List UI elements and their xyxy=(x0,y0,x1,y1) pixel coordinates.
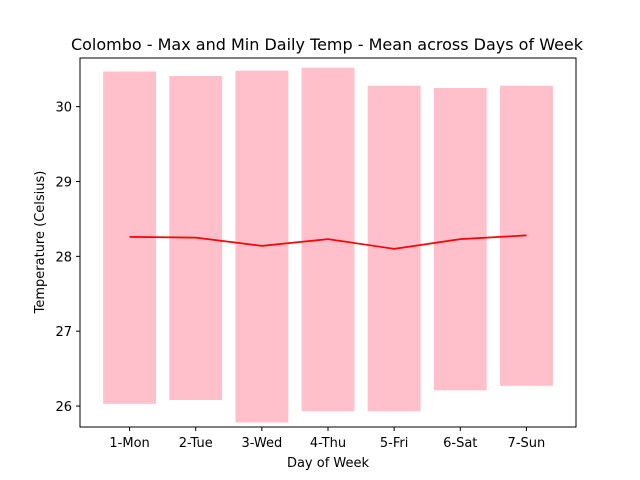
y-axis: 26 27 28 29 30 xyxy=(55,101,80,415)
y-tick-label: 30 xyxy=(55,101,72,116)
y-axis-label: Temperature (Celsius) xyxy=(33,171,48,315)
y-tick-label: 28 xyxy=(55,250,72,265)
x-axis: 1-Mon 2-Tue 3-Wed 4-Thu 5-Fri 6-Sat 7-Sun xyxy=(109,427,545,451)
mean-line xyxy=(129,234,527,250)
x-tick-label: 7-Sun xyxy=(508,436,546,451)
y-tick-label: 27 xyxy=(55,325,72,340)
chart-title: Colombo - Max and Min Daily Temp - Mean … xyxy=(71,35,584,54)
x-axis-label: Day of Week xyxy=(287,456,370,471)
x-tick-label: 6-Sat xyxy=(443,436,477,451)
x-tick-label: 5-Fri xyxy=(380,436,408,451)
x-tick-label: 4-Thu xyxy=(310,436,346,451)
x-tick-label: 3-Wed xyxy=(241,436,282,451)
y-tick-label: 26 xyxy=(55,400,72,415)
y-tick-label: 29 xyxy=(55,175,72,190)
x-tick-label: 1-Mon xyxy=(109,436,149,451)
x-tick-label: 2-Tue xyxy=(179,436,213,451)
range-bars xyxy=(103,67,553,423)
